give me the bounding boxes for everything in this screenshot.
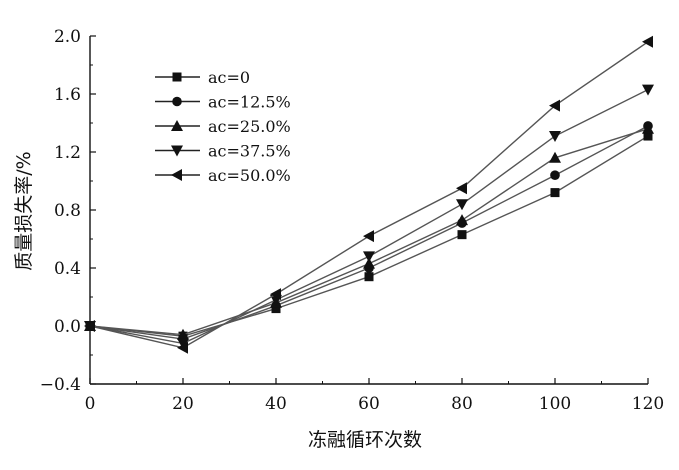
legend-marker [172,96,182,107]
legend-entry: ac=50.0% [155,166,291,185]
legend-label: ac=37.5% [208,142,291,161]
x-tick-label: 80 [451,394,473,414]
data-point [456,199,468,211]
x-tick-label: 0 [85,394,96,414]
y-tick-label: 0.0 [54,317,81,337]
data-point [363,257,375,269]
data-point [177,338,189,350]
legend: ac=0 ac=12.5% ac=25.0% ac=37.5% ac=50.0% [155,68,291,185]
x-tick-label: 40 [265,394,287,414]
legend-marker [172,72,182,82]
y-tick-label: 2.0 [54,27,81,47]
series-group [84,35,654,354]
x-tick-label: 20 [172,394,194,414]
y-tick-label: 1.6 [54,85,81,105]
data-point [550,188,560,198]
data-point [177,328,189,340]
y-axis-label: 质量损失率/% [13,151,35,270]
y-axis-ticks: −0.4 0.0 0.4 0.8 1.2 1.6 2.0 [40,27,96,395]
data-point [456,182,467,195]
series-line [89,128,649,336]
x-tick-label: 60 [358,394,380,414]
data-point [549,151,561,163]
data-point [363,230,374,243]
legend-label: ac=12.5% [208,93,291,112]
data-point [457,230,467,240]
legend-label: ac=0 [208,68,250,87]
legend-label: ac=25.0% [208,117,291,136]
y-tick-label: 0.4 [54,259,81,279]
y-tick-label: −0.4 [40,375,81,395]
data-point [549,99,560,112]
axes [89,36,648,385]
data-point [84,320,95,332]
data-point [642,35,653,48]
data-point [642,84,654,96]
series-3 [84,122,654,340]
data-point [643,131,653,141]
x-tick-label: 120 [632,394,664,414]
data-point [456,214,468,226]
y-tick-label: 0.8 [54,201,81,221]
series-4 [84,84,654,350]
legend-entry: ac=0 [155,68,250,87]
data-point [270,288,281,301]
data-point [363,251,375,263]
y-tick-label: 1.2 [54,143,81,163]
data-point [642,122,654,134]
data-point [364,272,374,282]
legend-entry: ac=12.5% [155,93,291,112]
legend-marker [171,120,183,131]
data-point [549,131,561,143]
legend-marker [171,169,182,181]
series-line [89,125,649,340]
x-tick-label: 100 [539,394,571,414]
legend-entry: ac=25.0% [155,117,291,136]
data-point [550,170,560,180]
data-point [177,341,188,354]
x-axis-label: 冻融循环次数 [308,429,422,451]
legend-entry: ac=37.5% [155,142,291,161]
legend-marker [171,145,183,157]
series-line [89,41,649,349]
legend-label: ac=50.0% [208,166,291,185]
x-axis-ticks: 0 20 40 60 80 100 120 [85,378,664,414]
series-5 [84,35,653,354]
